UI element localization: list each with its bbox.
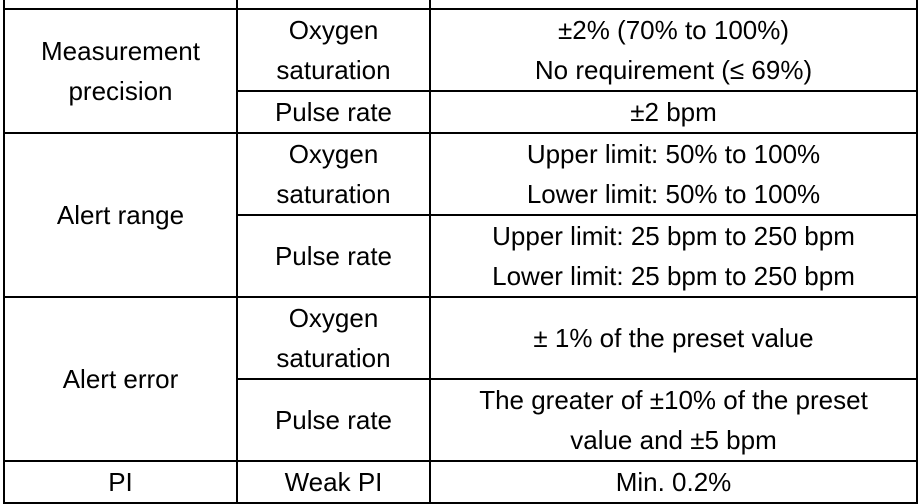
table-row: Alert range Oxygen saturation Upper limi…: [3, 132, 918, 298]
parameter-label: Alert range: [56, 200, 185, 230]
item-label: saturation: [276, 179, 391, 209]
item-cell-pulse-rate: Pulse rate: [236, 214, 431, 298]
value-text: Lower limit: 25 bpm to 250 bpm: [492, 261, 855, 291]
value-cell: Upper limit: 50% to 100% Lower limit: 50…: [429, 132, 918, 216]
value-text: ±2 bpm: [630, 97, 717, 127]
item-label: Pulse rate: [274, 241, 393, 271]
table-row: Alert error Oxygen saturation ± 1% of th…: [3, 296, 918, 462]
item-cell-pulse-rate: Pulse rate: [236, 90, 431, 134]
parameter-label: Measurement: [41, 36, 200, 66]
value-text: ± 1% of the preset value: [533, 323, 814, 353]
value-text: Lower limit: 50% to 100%: [526, 179, 821, 209]
table-row: PI Weak PI Min. 0.2%: [3, 460, 918, 504]
value-text: Upper limit: 25 bpm to 250 bpm: [492, 221, 855, 251]
item-label: saturation: [276, 55, 391, 85]
value-text: No requirement (≤ 69%): [534, 55, 813, 85]
parameter-cell-pi: PI: [3, 460, 238, 504]
clipped-top-row: [3, 0, 918, 10]
table-row: Measurement precision Oxygen saturation …: [3, 8, 918, 134]
parameter-cell-measurement-precision: Measurement precision: [3, 8, 238, 134]
item-label: Oxygen: [288, 139, 379, 169]
value-cell: ±2 bpm: [429, 90, 918, 134]
item-cell-pulse-rate: Pulse rate: [236, 378, 431, 462]
table-row: Pulse rate Upper limit: 25 bpm to 250 bp…: [4, 214, 918, 298]
item-label: Oxygen: [288, 15, 379, 45]
spec-table: Measurement precision Oxygen saturation …: [3, 0, 918, 504]
item-cell-weak-pi: Weak PI: [236, 460, 431, 504]
value-cell: The greater of ±10% of the preset value …: [429, 378, 918, 462]
value-text: ±2% (70% to 100%): [557, 15, 790, 45]
item-label: Pulse rate: [274, 405, 393, 435]
item-cell-oxygen-saturation: Oxygen saturation: [236, 8, 431, 92]
value-cell: ± 1% of the preset value: [429, 296, 918, 380]
value-cell: Upper limit: 25 bpm to 250 bpm Lower lim…: [429, 214, 918, 298]
value-cell: Min. 0.2%: [429, 460, 918, 504]
table-row: Pulse rate ±2 bpm: [4, 90, 918, 134]
value-text: Min. 0.2%: [615, 467, 732, 497]
value-text: Upper limit: 50% to 100%: [526, 139, 821, 169]
table-row: Pulse rate The greater of ±10% of the pr…: [4, 378, 918, 462]
parameter-label: PI: [108, 467, 133, 497]
value-cell: ±2% (70% to 100%) No requirement (≤ 69%): [429, 8, 918, 92]
item-label: saturation: [276, 343, 391, 373]
item-label: Pulse rate: [274, 97, 393, 127]
item-cell-oxygen-saturation: Oxygen saturation: [236, 132, 431, 216]
parameter-label: Alert error: [62, 364, 179, 394]
item-label: Oxygen: [288, 303, 379, 333]
value-text: The greater of ±10% of the preset: [479, 385, 868, 415]
value-text: value and ±5 bpm: [570, 425, 777, 455]
item-label: Weak PI: [284, 467, 383, 497]
parameter-cell-alert-error: Alert error: [3, 296, 238, 462]
parameter-cell-alert-range: Alert range: [3, 132, 238, 298]
item-cell-oxygen-saturation: Oxygen saturation: [236, 296, 431, 380]
parameter-label: precision: [68, 76, 173, 106]
